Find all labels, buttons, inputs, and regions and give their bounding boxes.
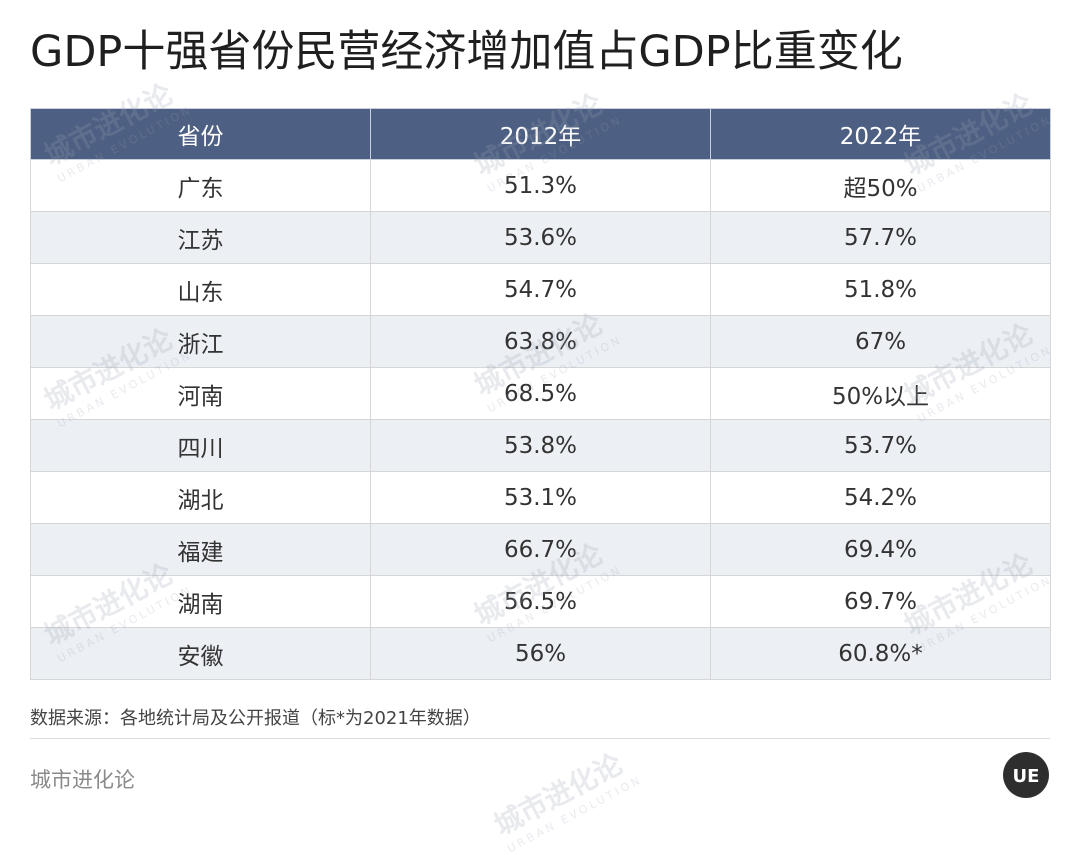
value-2022-cell: 54.2% bbox=[710, 471, 1051, 524]
column-header-province: 省份 bbox=[30, 108, 371, 160]
table-row: 河南 68.5% 50%以上 bbox=[30, 367, 1051, 420]
column-header-2022: 2022年 bbox=[710, 108, 1051, 160]
table-row: 江苏 53.6% 57.7% bbox=[30, 211, 1051, 264]
value-2022-cell: 50%以上 bbox=[710, 367, 1051, 420]
table-row: 福建 66.7% 69.4% bbox=[30, 523, 1051, 576]
value-2012-cell: 56.5% bbox=[370, 575, 711, 628]
province-cell: 广东 bbox=[30, 159, 371, 212]
province-cell: 山东 bbox=[30, 263, 371, 316]
table-row: 山东 54.7% 51.8% bbox=[30, 263, 1051, 316]
province-cell: 四川 bbox=[30, 419, 371, 472]
table-row: 广东 51.3% 超50% bbox=[30, 159, 1051, 212]
value-2022-cell: 51.8% bbox=[710, 263, 1051, 316]
value-2012-cell: 66.7% bbox=[370, 523, 711, 576]
value-2012-cell: 54.7% bbox=[370, 263, 711, 316]
value-2012-cell: 53.6% bbox=[370, 211, 711, 264]
source-note: 数据来源：各地统计局及公开报道（标*为2021年数据） bbox=[30, 708, 481, 729]
table-header-row: 省份 2012年 2022年 bbox=[30, 108, 1051, 160]
value-2012-cell: 68.5% bbox=[370, 367, 711, 420]
value-2022-cell: 超50% bbox=[710, 159, 1051, 212]
watermark: 城市进化论 URBAN EVOLUTION bbox=[488, 747, 645, 855]
value-2022-cell: 69.4% bbox=[710, 523, 1051, 576]
table-row: 浙江 63.8% 67% bbox=[30, 315, 1051, 368]
table-row: 四川 53.8% 53.7% bbox=[30, 419, 1051, 472]
brand-logo-icon: UE bbox=[1003, 752, 1049, 798]
table-row: 湖北 53.1% 54.2% bbox=[30, 471, 1051, 524]
province-cell: 湖北 bbox=[30, 471, 371, 524]
data-table-container: 省份 2012年 2022年 广东 51.3% 超50% 江苏 53.6% 57… bbox=[30, 108, 1051, 680]
value-2022-cell: 53.7% bbox=[710, 419, 1051, 472]
province-cell: 浙江 bbox=[30, 315, 371, 368]
value-2012-cell: 56% bbox=[370, 627, 711, 680]
value-2022-cell: 60.8%* bbox=[710, 627, 1051, 680]
table-row: 安徽 56% 60.8%* bbox=[30, 627, 1051, 680]
value-2012-cell: 51.3% bbox=[370, 159, 711, 212]
value-2022-cell: 57.7% bbox=[710, 211, 1051, 264]
logo-text: UE bbox=[1013, 766, 1040, 787]
value-2022-cell: 67% bbox=[710, 315, 1051, 368]
page-title: GDP十强省份民营经济增加值占GDP比重变化 bbox=[30, 27, 903, 77]
value-2022-cell: 69.7% bbox=[710, 575, 1051, 628]
column-header-2012: 2012年 bbox=[370, 108, 711, 160]
value-2012-cell: 53.1% bbox=[370, 471, 711, 524]
table-row: 湖南 56.5% 69.7% bbox=[30, 575, 1051, 628]
brand-logo-mark: UE bbox=[1004, 753, 1048, 797]
province-cell: 安徽 bbox=[30, 627, 371, 680]
province-cell: 湖南 bbox=[30, 575, 371, 628]
brand-name: 城市进化论 bbox=[30, 768, 135, 792]
value-2012-cell: 63.8% bbox=[370, 315, 711, 368]
footer-divider bbox=[30, 738, 1050, 739]
data-table: 省份 2012年 2022年 广东 51.3% 超50% 江苏 53.6% 57… bbox=[30, 108, 1051, 680]
province-cell: 福建 bbox=[30, 523, 371, 576]
value-2012-cell: 53.8% bbox=[370, 419, 711, 472]
province-cell: 河南 bbox=[30, 367, 371, 420]
province-cell: 江苏 bbox=[30, 211, 371, 264]
